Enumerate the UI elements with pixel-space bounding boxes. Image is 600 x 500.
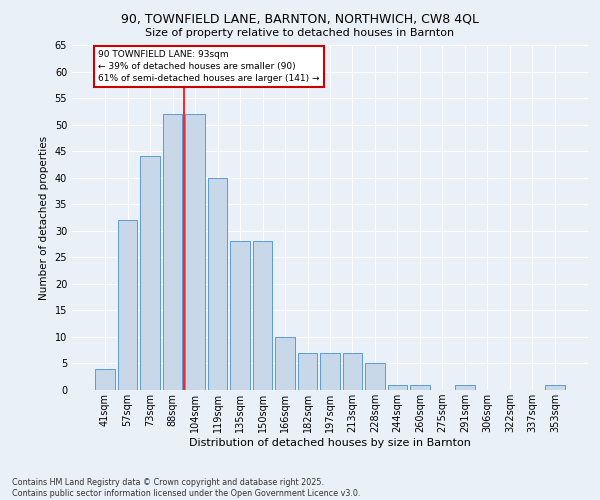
X-axis label: Distribution of detached houses by size in Barnton: Distribution of detached houses by size …: [189, 438, 471, 448]
Bar: [95, 369, 115, 390]
Bar: [320, 353, 340, 390]
Bar: [163, 114, 182, 390]
Bar: [140, 156, 160, 390]
Bar: [388, 384, 407, 390]
Bar: [118, 220, 137, 390]
Text: Size of property relative to detached houses in Barnton: Size of property relative to detached ho…: [145, 28, 455, 38]
Bar: [253, 242, 272, 390]
Text: 90 TOWNFIELD LANE: 93sqm
← 39% of detached houses are smaller (90)
61% of semi-d: 90 TOWNFIELD LANE: 93sqm ← 39% of detach…: [98, 50, 320, 83]
Bar: [230, 242, 250, 390]
Bar: [410, 384, 430, 390]
Text: 90, TOWNFIELD LANE, BARNTON, NORTHWICH, CW8 4QL: 90, TOWNFIELD LANE, BARNTON, NORTHWICH, …: [121, 12, 479, 26]
Y-axis label: Number of detached properties: Number of detached properties: [39, 136, 49, 300]
Bar: [545, 384, 565, 390]
Bar: [208, 178, 227, 390]
Bar: [343, 353, 362, 390]
Bar: [275, 337, 295, 390]
Bar: [365, 364, 385, 390]
Bar: [455, 384, 475, 390]
Bar: [185, 114, 205, 390]
Text: Contains HM Land Registry data © Crown copyright and database right 2025.
Contai: Contains HM Land Registry data © Crown c…: [12, 478, 361, 498]
Bar: [298, 353, 317, 390]
